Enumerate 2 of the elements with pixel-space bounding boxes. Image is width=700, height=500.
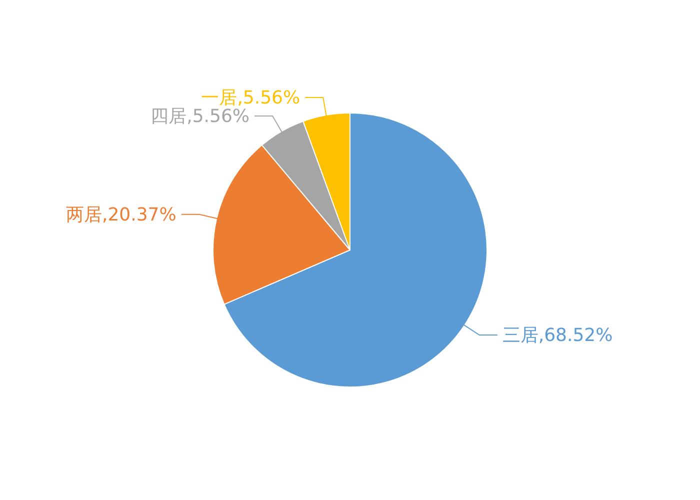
slice-label: 两居,20.37% <box>66 204 176 226</box>
slice-label: 三居,68.52% <box>502 325 613 346</box>
